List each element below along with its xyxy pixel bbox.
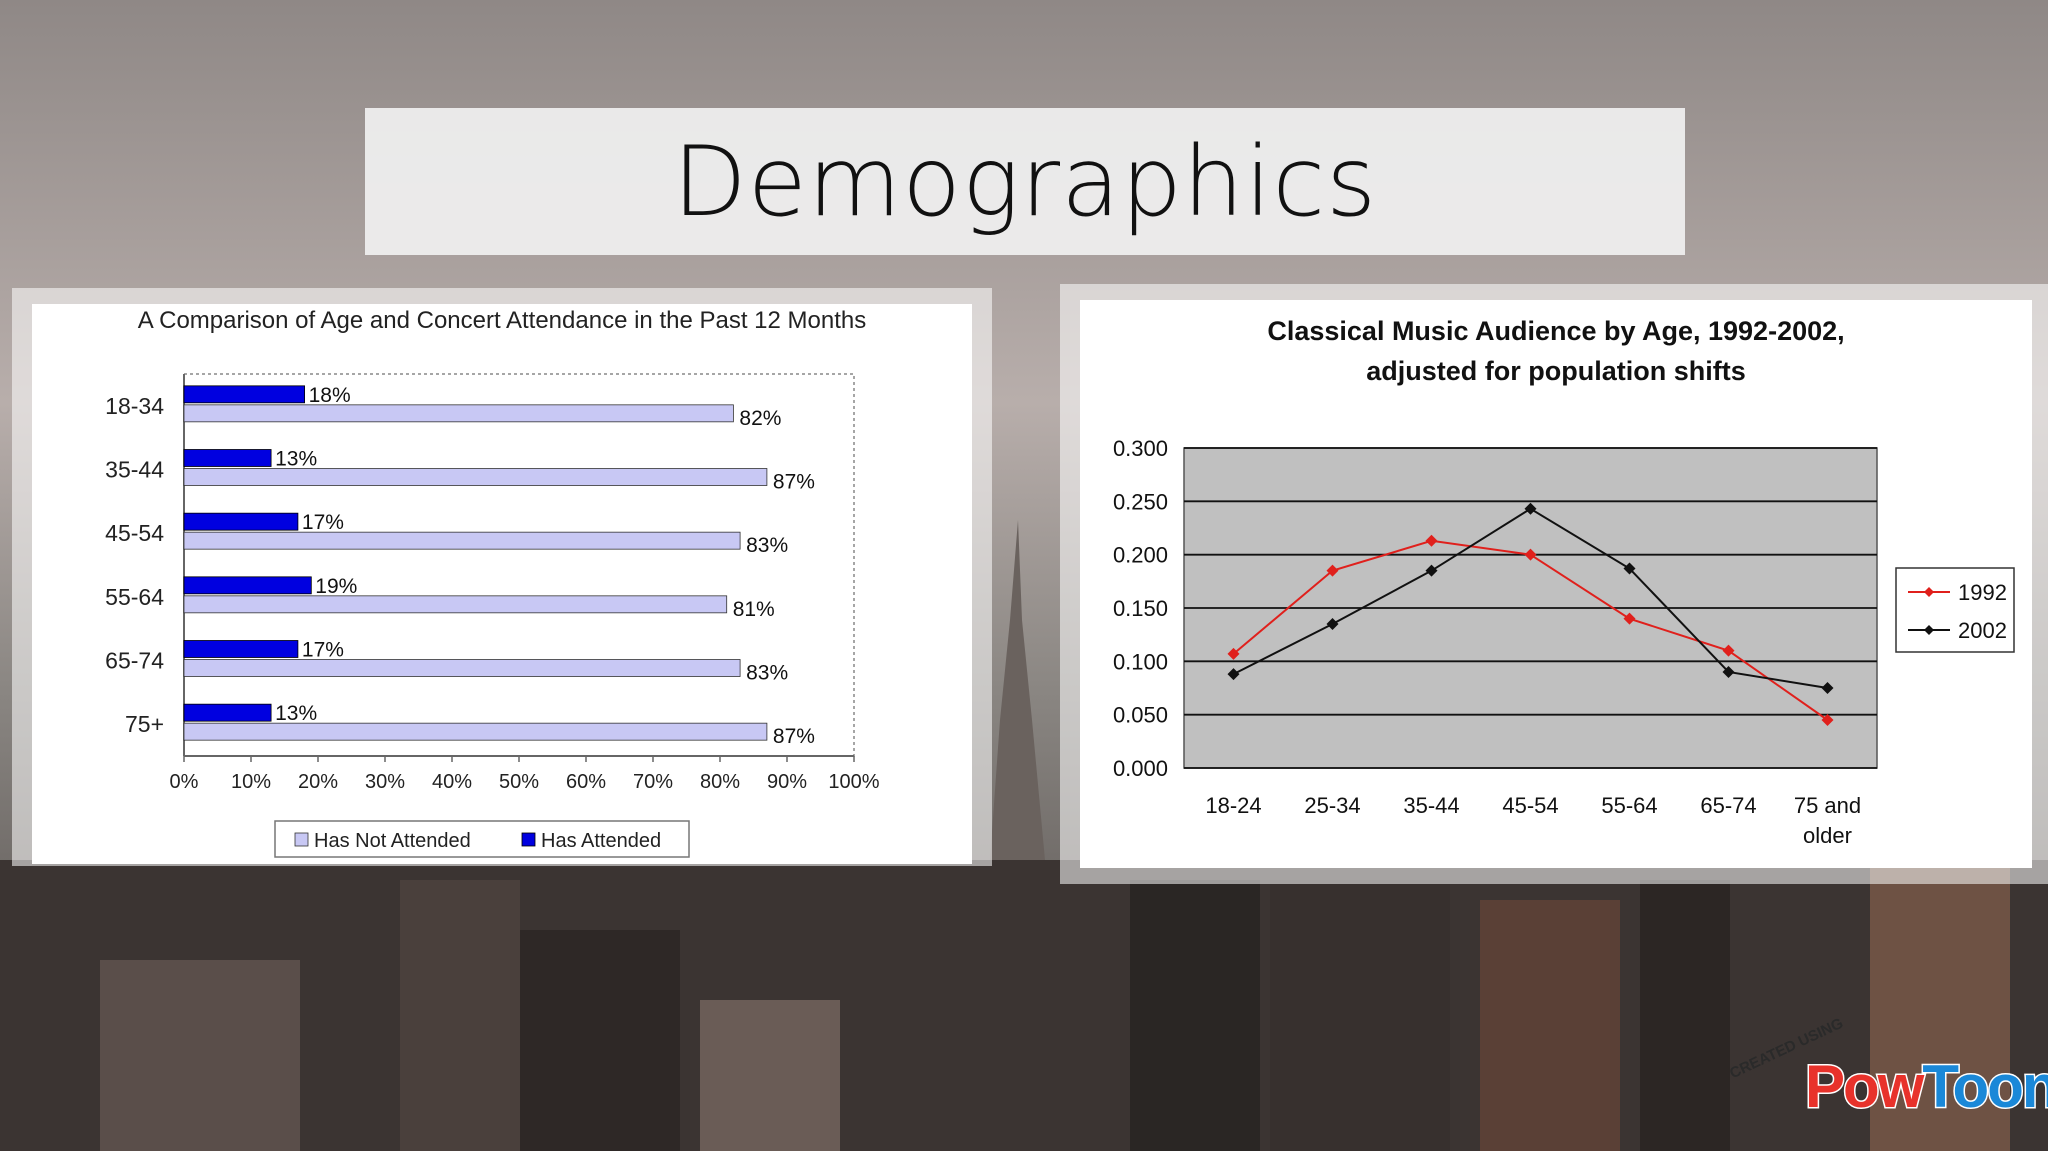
bar-has-attended xyxy=(183,449,272,467)
bar-x-tick-label: 50% xyxy=(499,771,539,793)
line-point-1992 xyxy=(1326,564,1339,577)
legend-swatch-has-not-attended xyxy=(294,832,309,847)
bar-has-not-attended-label: 87% xyxy=(773,471,815,494)
line-x-tick-label-cont: older xyxy=(1803,823,1852,848)
line-y-tick-label: 0.000 xyxy=(1113,756,1168,781)
line-x-tick-label: 75 and xyxy=(1794,793,1861,818)
line-point-1992 xyxy=(1227,647,1240,660)
bar-chart-title: A Comparison of Age and Concert Attendan… xyxy=(138,307,866,334)
bar-x-tick-label: 20% xyxy=(298,771,338,793)
line-x-tick-label: 65-74 xyxy=(1700,793,1756,818)
bar-has-attended xyxy=(183,385,305,404)
bar-has-attended xyxy=(183,576,312,595)
line-point-2002 xyxy=(1821,682,1834,694)
legend-marker-1992 xyxy=(1924,587,1934,597)
bar-has-attended-label: 13% xyxy=(275,702,317,725)
line-y-tick-label: 0.150 xyxy=(1113,596,1168,621)
line-chart: Classical Music Audience by Age, 1992-20… xyxy=(1113,316,2015,848)
bar-has-attended-label: 18% xyxy=(309,384,351,407)
bar-legend: Has Not Attended Has Attended xyxy=(274,820,690,858)
slide-title-card: Demographics xyxy=(365,108,1685,255)
line-x-tick-label: 55-64 xyxy=(1601,793,1657,818)
bar-category-label: 55-64 xyxy=(105,584,164,610)
bar-x-tick-label: 40% xyxy=(432,771,472,793)
line-point-1992 xyxy=(1722,644,1735,657)
bar-category-label: 45-54 xyxy=(105,520,164,546)
line-point-2002 xyxy=(1524,502,1537,515)
line-y-tick-label: 0.100 xyxy=(1113,649,1168,674)
bar-category-label: 35-44 xyxy=(105,457,164,483)
line-y-tick-label: 0.050 xyxy=(1113,703,1168,728)
bar-has-not-attended-label: 87% xyxy=(773,725,815,748)
bar-has-attended-label: 13% xyxy=(275,448,317,471)
powtoon-logo-part1: Pow xyxy=(1803,1052,1925,1122)
slide-title: Demographics xyxy=(672,125,1378,238)
line-point-1992 xyxy=(1425,534,1438,547)
line-x-tick-label: 35-44 xyxy=(1403,793,1459,818)
line-point-2002 xyxy=(1623,562,1636,575)
bar-category-label: 65-74 xyxy=(105,648,164,674)
legend-swatch-has-attended xyxy=(521,832,536,847)
line-point-2002 xyxy=(1425,564,1438,577)
bar-has-not-attended xyxy=(183,659,741,677)
legend-marker-2002 xyxy=(1924,625,1934,635)
bar-x-tick-label: 80% xyxy=(700,771,740,793)
line-chart-title-line1: Classical Music Audience by Age, 1992-20… xyxy=(1267,316,1844,346)
powtoon-logo-part2: Toon xyxy=(1921,1052,2048,1122)
bar-has-not-attended-label: 83% xyxy=(746,662,788,685)
line-legend: 1992 2002 xyxy=(1895,567,2015,653)
bar-has-not-attended-label: 81% xyxy=(733,598,775,621)
bar-has-attended xyxy=(183,703,272,722)
bar-x-tick-label: 10% xyxy=(231,771,271,793)
bar-has-not-attended xyxy=(183,595,728,614)
legend-label-1992: 1992 xyxy=(1958,580,2007,605)
bar-x-tick-label: 0% xyxy=(170,771,199,793)
line-y-tick-label: 0.300 xyxy=(1113,436,1168,461)
bar-x-tick-label: 100% xyxy=(828,771,879,793)
line-x-tick-label: 45-54 xyxy=(1502,793,1558,818)
bar-chart: A Comparison of Age and Concert Attendan… xyxy=(105,307,880,858)
bar-plot-area xyxy=(183,373,855,757)
bar-has-attended-label: 17% xyxy=(302,511,344,534)
line-chart-card: Classical Music Audience by Age, 1992-20… xyxy=(1080,300,2032,868)
bar-legend-box xyxy=(274,820,690,858)
bar-has-not-attended xyxy=(183,722,768,741)
legend-label-has-attended: Has Attended xyxy=(541,830,661,852)
bar-category-label: 18-34 xyxy=(105,393,164,419)
line-y-tick-label: 0.250 xyxy=(1113,489,1168,514)
line-point-2002 xyxy=(1227,668,1240,681)
bar-has-not-attended xyxy=(183,468,768,486)
bar-x-tick-label: 90% xyxy=(767,771,807,793)
bar-chart-card: A Comparison of Age and Concert Attendan… xyxy=(32,304,972,864)
bar-has-attended xyxy=(183,512,299,531)
bar-has-not-attended xyxy=(183,404,734,423)
line-legend-box xyxy=(1895,567,2015,653)
line-point-2002 xyxy=(1722,666,1735,678)
bar-category-label: 75+ xyxy=(125,711,164,737)
bar-has-not-attended xyxy=(183,531,741,550)
legend-label-2002: 2002 xyxy=(1958,618,2007,643)
line-point-1992 xyxy=(1821,714,1834,726)
bar-x-tick-label: 60% xyxy=(566,771,606,793)
bar-has-attended-label: 17% xyxy=(302,639,344,662)
bar-has-not-attended-label: 83% xyxy=(746,534,788,557)
line-chart-title-line2: adjusted for population shifts xyxy=(1366,356,1746,386)
line-x-tick-label: 25-34 xyxy=(1304,793,1360,818)
bar-has-attended xyxy=(183,640,299,658)
line-point-1992 xyxy=(1623,612,1636,625)
bar-has-attended-label: 19% xyxy=(315,575,357,598)
bar-has-not-attended-label: 82% xyxy=(739,407,781,430)
line-point-1992 xyxy=(1524,548,1537,561)
line-y-tick-label: 0.200 xyxy=(1113,543,1168,568)
bar-x-tick-label: 70% xyxy=(633,771,673,793)
legend-label-has-not-attended: Has Not Attended xyxy=(314,830,471,852)
line-x-tick-label: 18-24 xyxy=(1205,793,1261,818)
powtoon-logo: PowToon xyxy=(1803,1052,2048,1122)
bar-x-tick-label: 30% xyxy=(365,771,405,793)
line-point-2002 xyxy=(1326,618,1339,630)
